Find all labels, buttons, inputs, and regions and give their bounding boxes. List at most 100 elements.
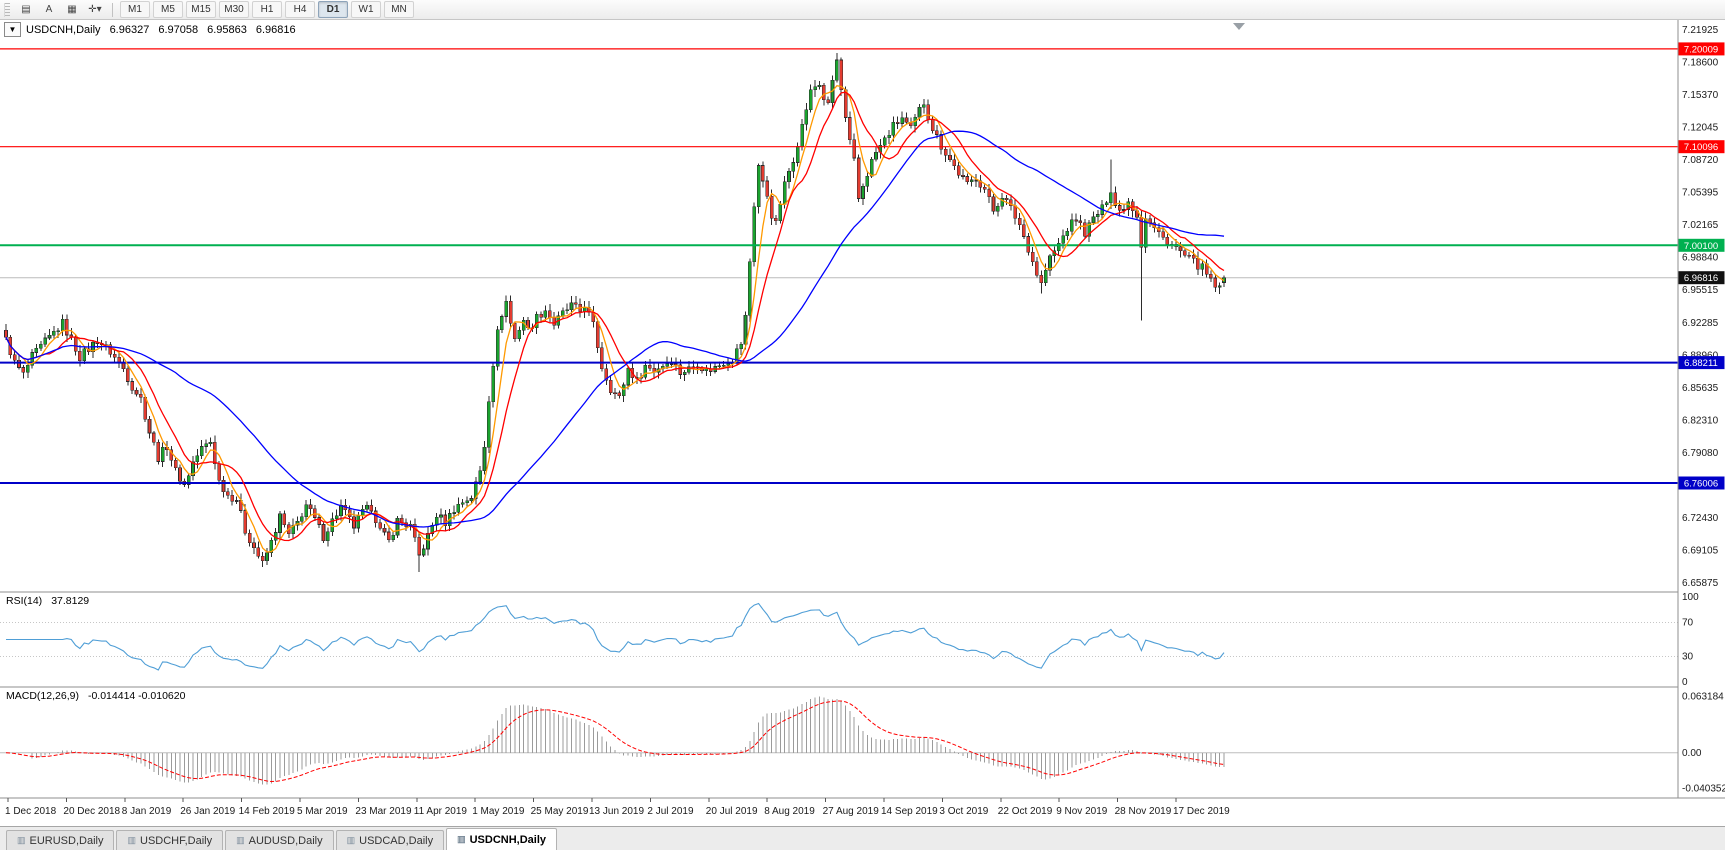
- svg-text:7.21925: 7.21925: [1682, 25, 1719, 36]
- svg-text:70: 70: [1682, 618, 1694, 629]
- macd-signal-line: [5, 700, 1225, 783]
- timeframe-button-m5[interactable]: M5: [153, 1, 183, 18]
- ma-medium-line: [5, 91, 1225, 542]
- chart-tab-eurusd[interactable]: ▥ EURUSD,Daily: [6, 830, 115, 850]
- svg-text:6.92285: 6.92285: [1682, 318, 1719, 329]
- svg-text:1 May 2019: 1 May 2019: [472, 806, 525, 817]
- timeframe-button-m30[interactable]: M30: [219, 1, 249, 18]
- svg-text:6.76006: 6.76006: [1684, 479, 1718, 490]
- chart-tab-icon: ▥: [346, 835, 356, 845]
- rsi-value: 37.8129: [51, 595, 90, 607]
- timeframe-button-d1[interactable]: D1: [318, 1, 348, 18]
- svg-text:7.12045: 7.12045: [1682, 123, 1719, 134]
- svg-text:6.88211: 6.88211: [1684, 358, 1718, 369]
- svg-text:100: 100: [1682, 592, 1699, 603]
- top-toolbar: ▤ A ▦ ✛▾ M1 M5 M15 M30 H1 H4 D1 W1 MN: [0, 0, 1725, 20]
- moving-average-lines: [5, 84, 1225, 553]
- ohlc-open: 6.96327: [109, 23, 150, 36]
- svg-text:0.063184: 0.063184: [1682, 692, 1724, 703]
- chart-window-icon[interactable]: ▦: [67, 4, 77, 15]
- rsi-line: [6, 602, 1225, 671]
- svg-text:7.10096: 7.10096: [1684, 142, 1718, 153]
- svg-text:6.95515: 6.95515: [1682, 285, 1719, 296]
- svg-text:11 Apr 2019: 11 Apr 2019: [414, 806, 468, 817]
- timeframe-button-m1[interactable]: M1: [120, 1, 150, 18]
- svg-text:7.20009: 7.20009: [1684, 44, 1718, 55]
- date-axis[interactable]: 1 Dec 2018 20 Dec 2018 8 Jan 2019 26 Jan 20…: [0, 797, 1725, 826]
- svg-text:7.05395: 7.05395: [1682, 188, 1719, 199]
- svg-text:8 Jan 2019: 8 Jan 2019: [122, 806, 172, 817]
- chart-tab-audusd[interactable]: ▥ AUDUSD,Daily: [225, 830, 334, 850]
- macd-values: -0.014414 -0.010620: [87, 690, 186, 702]
- svg-text:20 Jul 2019: 20 Jul 2019: [706, 806, 758, 817]
- svg-text:22 Oct 2019: 22 Oct 2019: [998, 806, 1053, 817]
- symbol-period-label: USDCNH,Daily: [26, 23, 101, 36]
- timeframe-button-m15[interactable]: M15: [186, 1, 216, 18]
- one-click-trading-toggle[interactable]: ▼: [4, 22, 21, 37]
- chart-tab-icon: ▥: [457, 834, 466, 844]
- rsi-indicator-label: RSI(14) 37.8129: [6, 595, 90, 607]
- horizontal-level-lines[interactable]: [0, 48, 1678, 484]
- chart-tab-icon: ▥: [127, 835, 136, 845]
- svg-text:7.18600: 7.18600: [1682, 58, 1719, 69]
- ma-slow-line: [5, 130, 1225, 528]
- chart-canvas[interactable]: 7.21925 7.18600 7.15370 7.12045 7.08720 7.053…: [0, 20, 1725, 826]
- price-axis[interactable]: 7.21925 7.18600 7.15370 7.12045 7.08720 7.053…: [1677, 20, 1725, 826]
- candles: [4, 53, 1226, 572]
- svg-text:14 Sep 2019: 14 Sep 2019: [881, 806, 938, 817]
- text-label-tool-icon[interactable]: A: [45, 4, 53, 15]
- timeframe-button-mn[interactable]: MN: [384, 1, 414, 18]
- svg-text:7.02165: 7.02165: [1682, 220, 1719, 231]
- chart-list-icon[interactable]: ▤: [21, 4, 31, 15]
- ohlc-high: 6.97058: [158, 23, 199, 36]
- svg-text:27 Aug 2019: 27 Aug 2019: [823, 806, 880, 817]
- timeframe-button-h1[interactable]: H1: [252, 1, 282, 18]
- chart-tab-bar: ▥ EURUSD,Daily ▥ USDCHF,Daily ▥ AUDUSD,Daily ▥…: [0, 826, 1725, 850]
- toolbar-grip[interactable]: [4, 2, 10, 17]
- svg-text:7.00100: 7.00100: [1684, 241, 1718, 252]
- timeframe-button-w1[interactable]: W1: [351, 1, 381, 18]
- ma-fast-line: [5, 84, 1225, 553]
- chart-tab-label: AUDUSD,Daily: [248, 834, 323, 847]
- timeframe-button-h4[interactable]: H4: [285, 1, 315, 18]
- svg-text:6.98840: 6.98840: [1682, 253, 1719, 264]
- svg-text:8 Aug 2019: 8 Aug 2019: [764, 806, 815, 817]
- svg-text:6.72430: 6.72430: [1682, 513, 1719, 524]
- chart-window: 7.21925 7.18600 7.15370 7.12045 7.08720 7.053…: [0, 20, 1725, 826]
- macd-pane: [0, 696, 1678, 785]
- svg-text:14 Feb 2019: 14 Feb 2019: [239, 806, 296, 817]
- svg-text:1 Dec 2018: 1 Dec 2018: [5, 806, 57, 817]
- ohlc-close: 6.96816: [255, 23, 296, 36]
- svg-text:28 Nov 2019: 28 Nov 2019: [1115, 806, 1172, 817]
- crosshair-tool-icon[interactable]: ✛▾: [88, 4, 102, 15]
- macd-histogram: [31, 696, 1225, 785]
- ohlc-low: 6.95863: [207, 23, 247, 36]
- chart-tab-label: USDCHF,Daily: [140, 834, 213, 847]
- chart-tab-usdcnh[interactable]: ▥ USDCNH,Daily: [446, 828, 558, 850]
- svg-text:0: 0: [1682, 677, 1688, 688]
- svg-text:3 Oct 2019: 3 Oct 2019: [939, 806, 988, 817]
- chart-tab-icon: ▥: [236, 835, 245, 845]
- svg-text:30: 30: [1682, 652, 1694, 663]
- rsi-pane: [0, 602, 1678, 671]
- svg-text:6.88960: 6.88960: [1682, 350, 1719, 361]
- chart-shift-marker[interactable]: [1233, 23, 1245, 30]
- chart-tab-usdcad[interactable]: ▥ USDCAD,Daily: [335, 830, 445, 850]
- svg-text:13 Jun 2019: 13 Jun 2019: [589, 806, 644, 817]
- chart-tab-icon: ▥: [17, 835, 26, 845]
- chart-tab-usdchf[interactable]: ▥ USDCHF,Daily: [116, 830, 224, 850]
- svg-text:5 Mar 2019: 5 Mar 2019: [297, 806, 348, 817]
- svg-text:7.08720: 7.08720: [1682, 155, 1719, 166]
- svg-text:17 Dec 2019: 17 Dec 2019: [1173, 806, 1230, 817]
- svg-text:-0.040352: -0.040352: [1682, 784, 1725, 795]
- svg-text:6.65875: 6.65875: [1682, 578, 1719, 589]
- svg-text:6.96816: 6.96816: [1684, 273, 1718, 284]
- svg-text:0.00: 0.00: [1682, 748, 1702, 759]
- svg-text:6.85635: 6.85635: [1682, 383, 1719, 394]
- toolbar-separator: [112, 2, 113, 17]
- svg-text:6.69105: 6.69105: [1682, 546, 1719, 557]
- chart-tab-label: USDCAD,Daily: [359, 834, 434, 847]
- svg-text:23 Mar 2019: 23 Mar 2019: [355, 806, 412, 817]
- chart-tab-label: USDCNH,Daily: [469, 833, 547, 846]
- svg-text:9 Nov 2019: 9 Nov 2019: [1056, 806, 1108, 817]
